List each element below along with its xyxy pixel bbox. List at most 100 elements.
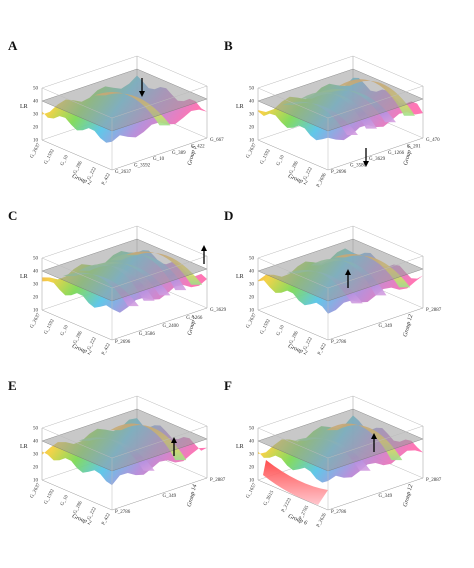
arrow-up-icon xyxy=(201,245,207,264)
z-tick-label: 30 xyxy=(33,283,39,288)
y-tick-label: G_3586 xyxy=(350,164,367,169)
y-tick-label: G_2637 xyxy=(115,170,132,175)
y-tick-label: G_349 xyxy=(163,494,177,499)
x-tick-label: G_1592 xyxy=(260,148,272,165)
y-tick-label: P_2887 xyxy=(426,308,442,313)
x-tick-label: G_286 xyxy=(73,160,84,175)
y-tick-label: P_2786 xyxy=(115,510,131,515)
x-tick-label: G_286 xyxy=(289,330,300,345)
panel-letter: B xyxy=(224,38,233,53)
z-tick-label: 10 xyxy=(33,479,39,484)
z-tick-label: 10 xyxy=(33,309,39,314)
z-tick-label: 30 xyxy=(33,453,39,458)
panel-letter: F xyxy=(224,378,232,393)
y-axis-label: Group 14 xyxy=(186,484,199,508)
z-tick-label: 50 xyxy=(33,87,39,92)
surface-low-region xyxy=(263,460,328,505)
z-tick-label: 30 xyxy=(249,113,255,118)
y-tick-label: G_349 xyxy=(379,494,393,499)
x-tick-label: G_2637 xyxy=(246,142,258,159)
z-tick-label: 20 xyxy=(33,466,39,471)
z-axis-label: LR xyxy=(20,274,28,280)
z-axis-label: LR xyxy=(236,444,244,450)
z-tick-label: 40 xyxy=(249,440,255,445)
y-tick-label: P_2887 xyxy=(210,478,226,483)
x-tick-label: G_222 xyxy=(303,166,314,181)
x-tick-label: P_2785 xyxy=(299,505,311,521)
y-tick-label: G_2400 xyxy=(163,324,180,329)
panel-letter: A xyxy=(8,38,18,53)
y-tick-label: G_3592 xyxy=(134,164,151,169)
threshold-plane xyxy=(257,408,424,472)
arrow-up-icon xyxy=(345,269,351,288)
z-tick-label: 10 xyxy=(249,479,255,484)
y-axis-label: Group 7 xyxy=(187,314,198,336)
z-tick-label: 20 xyxy=(33,296,39,301)
x-tick-label: G_3615 xyxy=(263,490,275,507)
threshold-plane xyxy=(41,408,208,472)
y-tick-label: G_3629 xyxy=(210,308,227,313)
z-tick-label: 40 xyxy=(33,270,39,275)
z-tick-label: 30 xyxy=(249,453,255,458)
y-tick-label: G_422 xyxy=(191,144,205,149)
z-tick-label: 10 xyxy=(249,309,255,314)
x-tick-label: G_1657 xyxy=(246,482,258,499)
x-tick-label: P_422 xyxy=(101,172,112,186)
z-axis-label: LR xyxy=(20,104,28,110)
x-tick-label: P_2223 xyxy=(281,497,293,513)
z-axis-label: LR xyxy=(236,274,244,280)
y-tick-label: G_201 xyxy=(407,144,421,149)
z-tick-label: 50 xyxy=(249,257,255,262)
x-tick-label: G_222 xyxy=(87,506,98,521)
x-tick-label: G_1592 xyxy=(44,488,56,505)
x-tick-label: G_2637 xyxy=(246,312,258,329)
panel-letter: C xyxy=(8,208,17,223)
y-axis-label: Group 12 xyxy=(403,484,415,508)
panel-letter: E xyxy=(8,378,17,393)
y-tick-label: G_3629 xyxy=(369,157,386,162)
arrow-down-icon xyxy=(363,148,369,167)
z-tick-label: 30 xyxy=(249,283,255,288)
x-tick-label: G_222 xyxy=(303,336,314,351)
x-tick-label: P_422 xyxy=(317,342,328,356)
x-tick-label: G_286 xyxy=(73,330,84,345)
y-tick-label: P_2786 xyxy=(331,340,347,345)
y-tick-label: G_349 xyxy=(379,324,393,329)
y-tick-label: P_2786 xyxy=(331,510,347,515)
y-tick-label: G_10 xyxy=(153,157,165,162)
z-tick-label: 10 xyxy=(249,139,255,144)
y-axis-label: Group 5 xyxy=(187,145,198,166)
y-tick-label: G_1266 xyxy=(388,151,405,156)
panel-F: F 50 40 30 20 10 LR G_1657 G_3615 P_2223 P_2785 P_2… xyxy=(224,378,442,528)
y-axis-label: Group 12 xyxy=(403,314,415,338)
x-tick-label: G_2637 xyxy=(30,312,42,329)
x-tick-label: G_1592 xyxy=(44,148,56,165)
x-tick-label: P_422 xyxy=(101,342,112,356)
z-tick-label: 50 xyxy=(33,257,39,262)
z-tick-label: 20 xyxy=(249,126,255,131)
y-tick-label: G_470 xyxy=(426,138,440,143)
x-tick-label: G_10 xyxy=(60,324,70,337)
x-tick-label: G_2637 xyxy=(30,142,42,159)
panel-letter: D xyxy=(224,208,233,223)
x-tick-label: G_1592 xyxy=(44,318,56,335)
x-tick-label: G_1592 xyxy=(260,318,272,335)
x-tick-label: P_2626 xyxy=(316,512,328,528)
threshold-plane xyxy=(41,68,208,132)
y-axis-label: Group 7 xyxy=(403,144,414,166)
z-tick-label: 40 xyxy=(33,440,39,445)
z-tick-label: 50 xyxy=(33,427,39,432)
x-tick-label: G_2637 xyxy=(30,482,42,499)
z-tick-label: 50 xyxy=(249,87,255,92)
z-axis-label: LR xyxy=(236,104,244,110)
x-tick-label: G_222 xyxy=(87,166,98,181)
arrow-up-icon xyxy=(171,437,177,456)
z-tick-label: 30 xyxy=(33,113,39,118)
y-tick-label: G_1266 xyxy=(186,316,203,321)
x-tick-label: G_286 xyxy=(289,160,300,175)
